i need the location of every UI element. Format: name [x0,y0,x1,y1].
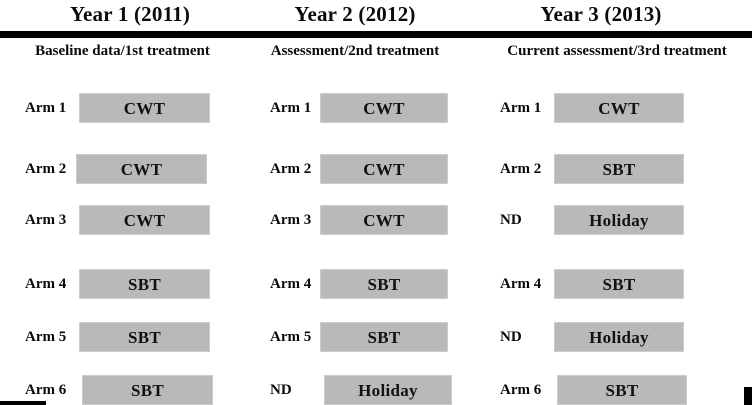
treatment-bar: SBT [320,269,448,299]
treatment-bar: CWT [320,93,448,123]
arm-label: ND [270,382,292,398]
arm-label: Arm 4 [25,276,67,292]
treatment-bar: Holiday [554,205,684,235]
scan-artifact-bottom-right [744,387,752,405]
treatment-bar-label: CWT [120,160,163,179]
arm-label: Arm 4 [270,276,312,292]
treatment-bar: Holiday [324,375,452,405]
phase-subtitle-year1: Baseline data/1st treatment [35,43,210,59]
arm-label: Arm 2 [500,161,542,177]
treatment-bar-label: Holiday [589,328,649,347]
year-2-header: Year 2 (2012) [294,2,416,26]
treatment-bar: CWT [320,154,448,184]
arm-label: ND [500,212,522,228]
treatment-bar: SBT [554,269,684,299]
treatment-bar-label: CWT [123,211,166,230]
arm-label: Arm 5 [25,329,67,345]
arm-label: Arm 1 [500,100,542,116]
header-divider-rule [0,31,752,38]
treatment-bar: CWT [320,205,448,235]
arm-label: Arm 2 [270,161,312,177]
treatment-bar-label: CWT [123,99,166,118]
treatment-bar-label: CWT [363,160,405,179]
arm-label: Arm 3 [25,212,67,228]
treatment-bar-label: CWT [598,99,640,118]
treatment-bar-label: CWT [363,99,405,118]
treatment-bar-label: Holiday [589,211,649,230]
treatment-bar: CWT [554,93,684,123]
treatment-bar: CWT [79,205,210,235]
arm-label: Arm 1 [270,100,312,116]
arm-label: Arm 1 [25,100,67,116]
treatment-bar: CWT [79,93,210,123]
arm-label: ND [500,329,522,345]
phase-subtitle-year3: Current assessment/3rd treatment [507,43,727,59]
treatment-bar-label: CWT [363,211,405,230]
treatment-bar-label: SBT [127,328,162,347]
treatment-bar: Holiday [554,322,684,352]
treatment-bar-label: SBT [367,275,401,294]
treatment-bar: SBT [79,322,210,352]
arm-label: Arm 2 [25,161,67,177]
phase-subtitle-year2: Assessment/2nd treatment [270,43,440,59]
arm-label: Arm 5 [270,329,312,345]
treatment-bar: SBT [79,269,210,299]
year-3-header: Year 3 (2013) [540,2,662,26]
treatment-bar-label: SBT [127,275,162,294]
treatment-bar: CWT [76,154,207,184]
year-1-header: Year 1 (2011) [69,2,191,26]
treatment-bar: SBT [554,154,684,184]
treatment-bar-label: SBT [602,275,636,294]
treatment-bar-label: SBT [605,381,639,400]
arm-label: Arm 4 [500,276,542,292]
treatment-bar: SBT [557,375,687,405]
treatment-bar: SBT [320,322,448,352]
treatment-bar-label: SBT [130,381,165,400]
treatment-bar-label: SBT [602,160,636,179]
arm-label: Arm 6 [25,382,67,398]
treatment-bar-label: Holiday [358,381,418,400]
treatment-bar-label: SBT [367,328,401,347]
treatment-bar: SBT [82,375,213,405]
arm-label: Arm 6 [500,382,542,398]
scan-artifact-bottom-left [0,401,46,405]
arm-label: Arm 3 [270,212,312,228]
